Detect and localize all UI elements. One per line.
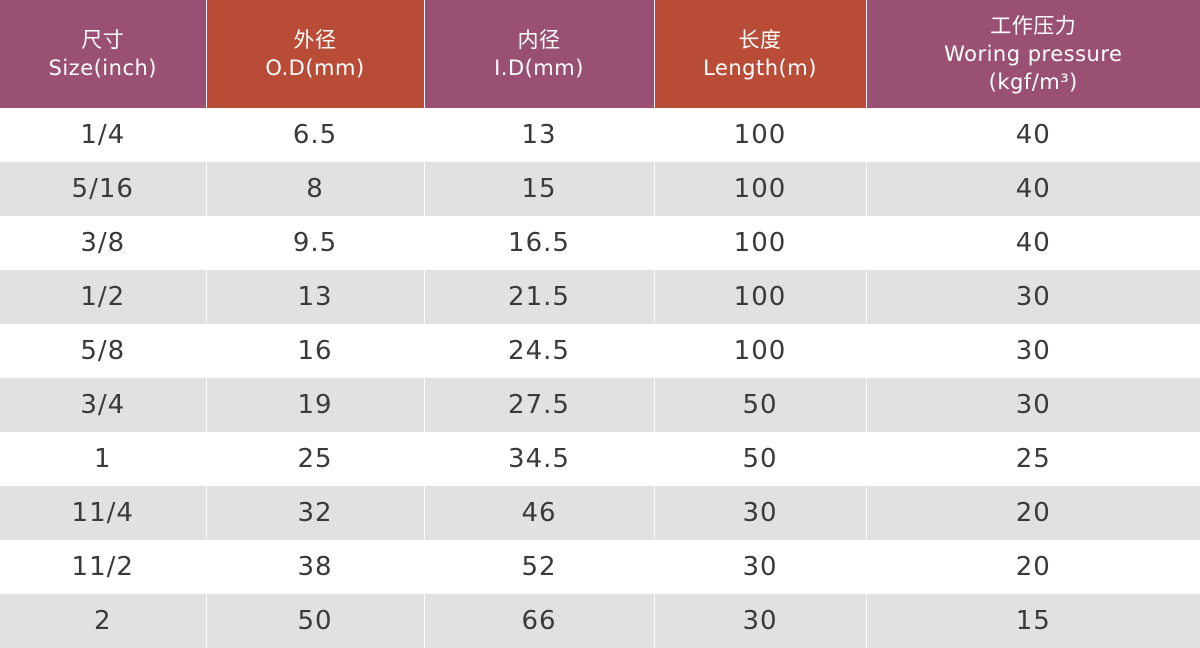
cell-size: 1 xyxy=(0,432,207,486)
cell-size: 1/2 xyxy=(0,270,207,324)
table-body: 1/4 6.5 13 100 40 5/16 8 15 100 40 3/8 9.5 16.5 100 40… xyxy=(0,108,1200,648)
cell-working-pressure: 30 xyxy=(866,378,1200,432)
cell-size: 3/8 xyxy=(0,216,207,270)
header-working-pressure-en: Woring pressure xyxy=(944,41,1123,66)
cell-size: 5/8 xyxy=(0,324,207,378)
cell-length: 100 xyxy=(654,324,867,378)
cell-length: 100 xyxy=(654,270,867,324)
cell-outer-diameter: 9.5 xyxy=(206,216,425,270)
table-row: 2 50 66 30 15 xyxy=(0,594,1200,648)
cell-outer-diameter: 38 xyxy=(206,540,425,594)
cell-size: 11/4 xyxy=(0,486,207,540)
cell-inner-diameter: 15 xyxy=(424,162,655,216)
cell-size: 1/4 xyxy=(0,108,207,162)
table-row: 5/8 16 24.5 100 30 xyxy=(0,324,1200,378)
cell-outer-diameter: 13 xyxy=(206,270,425,324)
cell-length: 100 xyxy=(654,216,867,270)
cell-working-pressure: 20 xyxy=(866,486,1200,540)
cell-outer-diameter: 32 xyxy=(206,486,425,540)
header-length: 长度 Length(m) xyxy=(654,0,867,109)
cell-length: 100 xyxy=(654,108,867,162)
header-size-zh: 尺寸 xyxy=(81,27,125,52)
table-row: 3/4 19 27.5 50 30 xyxy=(0,378,1200,432)
header-size-en: Size(inch) xyxy=(48,55,157,80)
cell-working-pressure: 15 xyxy=(866,594,1200,648)
table-row: 3/8 9.5 16.5 100 40 xyxy=(0,216,1200,270)
cell-inner-diameter: 66 xyxy=(424,594,655,648)
header-outer-diameter-en: O.D(mm) xyxy=(265,55,365,80)
cell-inner-diameter: 21.5 xyxy=(424,270,655,324)
cell-size: 2 xyxy=(0,594,207,648)
cell-size: 5/16 xyxy=(0,162,207,216)
cell-size: 3/4 xyxy=(0,378,207,432)
header-inner-diameter: 内径 I.D(mm) xyxy=(424,0,655,109)
cell-outer-diameter: 8 xyxy=(206,162,425,216)
cell-inner-diameter: 34.5 xyxy=(424,432,655,486)
header-inner-diameter-zh: 内径 xyxy=(517,27,561,52)
cell-length: 50 xyxy=(654,432,867,486)
table-row: 11/4 32 46 30 20 xyxy=(0,486,1200,540)
cell-inner-diameter: 24.5 xyxy=(424,324,655,378)
cell-length: 30 xyxy=(654,486,867,540)
cell-working-pressure: 20 xyxy=(866,540,1200,594)
cell-outer-diameter: 16 xyxy=(206,324,425,378)
cell-working-pressure: 40 xyxy=(866,108,1200,162)
header-working-pressure-zh: 工作压力 xyxy=(990,13,1077,38)
table-row: 1/2 13 21.5 100 30 xyxy=(0,270,1200,324)
cell-length: 100 xyxy=(654,162,867,216)
header-row: 尺寸 Size(inch) 外径 O.D(mm) 内径 I.D(mm) 长度 L… xyxy=(0,0,1200,109)
cell-inner-diameter: 52 xyxy=(424,540,655,594)
cell-size: 11/2 xyxy=(0,540,207,594)
header-outer-diameter-zh: 外径 xyxy=(293,27,337,52)
cell-inner-diameter: 27.5 xyxy=(424,378,655,432)
cell-length: 30 xyxy=(654,540,867,594)
header-length-zh: 长度 xyxy=(738,27,782,52)
cell-working-pressure: 40 xyxy=(866,162,1200,216)
header-inner-diameter-en: I.D(mm) xyxy=(494,55,584,80)
header-outer-diameter: 外径 O.D(mm) xyxy=(206,0,425,109)
header-working-pressure: 工作压力 Woring pressure (kgf/m³) xyxy=(866,0,1200,109)
cell-working-pressure: 30 xyxy=(866,324,1200,378)
cell-inner-diameter: 46 xyxy=(424,486,655,540)
cell-outer-diameter: 6.5 xyxy=(206,108,425,162)
cell-outer-diameter: 25 xyxy=(206,432,425,486)
table-row: 11/2 38 52 30 20 xyxy=(0,540,1200,594)
cell-outer-diameter: 50 xyxy=(206,594,425,648)
cell-inner-diameter: 16.5 xyxy=(424,216,655,270)
table-row: 1/4 6.5 13 100 40 xyxy=(0,108,1200,162)
header-working-pressure-unit: (kgf/m³) xyxy=(988,69,1078,94)
cell-outer-diameter: 19 xyxy=(206,378,425,432)
table-row: 1 25 34.5 50 25 xyxy=(0,432,1200,486)
header-size: 尺寸 Size(inch) xyxy=(0,0,207,109)
cell-length: 50 xyxy=(654,378,867,432)
cell-working-pressure: 40 xyxy=(866,216,1200,270)
header-length-en: Length(m) xyxy=(703,55,817,80)
table-row: 5/16 8 15 100 40 xyxy=(0,162,1200,216)
cell-inner-diameter: 13 xyxy=(424,108,655,162)
cell-working-pressure: 30 xyxy=(866,270,1200,324)
cell-working-pressure: 25 xyxy=(866,432,1200,486)
table-header: 尺寸 Size(inch) 外径 O.D(mm) 内径 I.D(mm) 长度 L… xyxy=(0,0,1200,109)
cell-length: 30 xyxy=(654,594,867,648)
